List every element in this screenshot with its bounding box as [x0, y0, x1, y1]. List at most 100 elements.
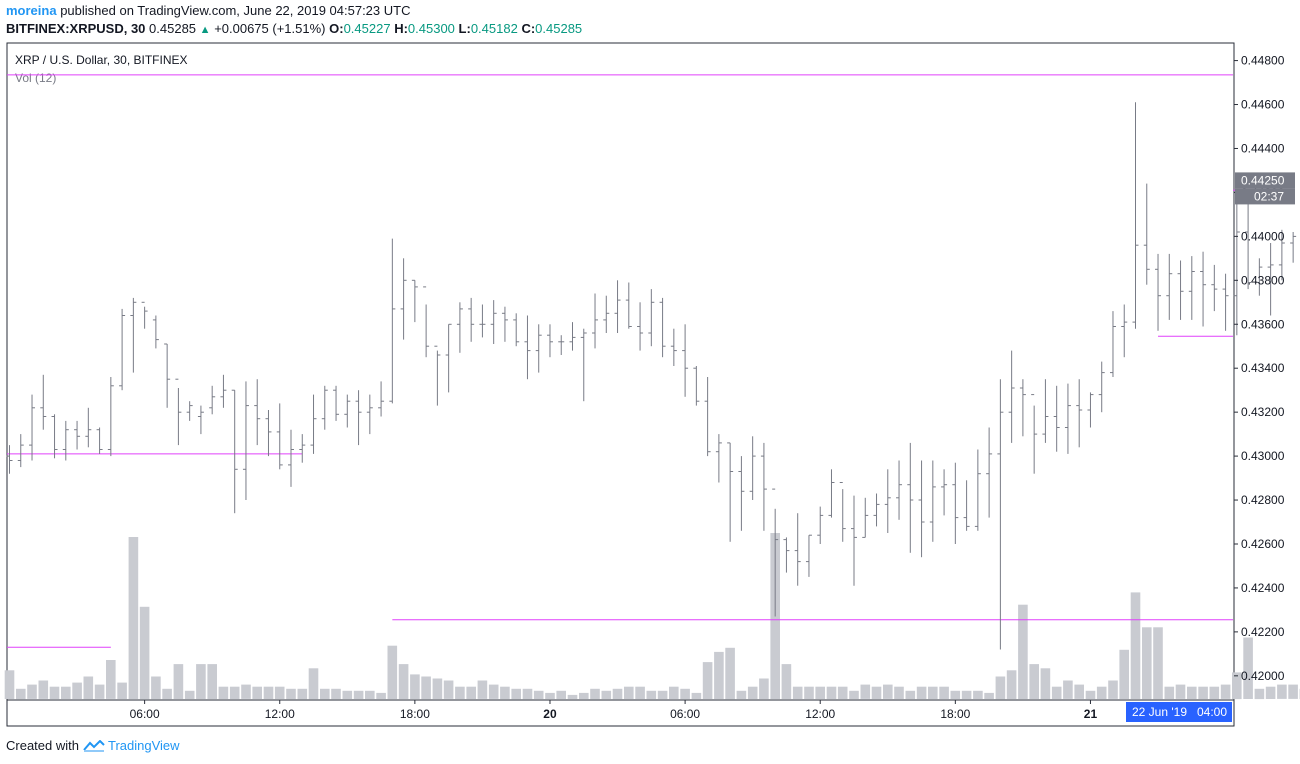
volume-bar	[1142, 627, 1152, 700]
axis-tags: 0.44250 02:37 22 Jun '19 04:00	[1126, 172, 1295, 722]
volume-bar	[837, 686, 848, 699]
ohlc-bar	[648, 289, 655, 347]
volume-bar	[601, 690, 612, 699]
ohlc-bar	[1155, 253, 1162, 331]
ohlc-bar	[637, 302, 644, 351]
ohlc-bar	[524, 315, 531, 380]
volume-bar	[320, 688, 330, 700]
ohlc-bar	[884, 469, 891, 533]
volume-bar	[72, 682, 82, 699]
volume-bar	[38, 680, 49, 699]
ohlc-bar	[1087, 392, 1094, 428]
volume-bar	[533, 690, 544, 699]
volume-bar	[961, 690, 972, 699]
time-tick-label: 12:00	[805, 707, 835, 721]
volume-bar	[1040, 668, 1051, 700]
ohlc-bar	[546, 324, 553, 358]
ohlc-bar	[535, 324, 542, 373]
volume-bar	[1288, 684, 1298, 699]
volume-bar	[545, 692, 555, 699]
volume-bar	[1232, 672, 1242, 700]
volume-bar	[477, 680, 488, 699]
volume-bar	[781, 664, 792, 699]
ohlc-bar	[186, 401, 193, 421]
volume-bar	[16, 688, 26, 700]
volume-bar	[1164, 686, 1175, 699]
volume-bar	[702, 662, 713, 699]
ohlc-bar	[682, 324, 689, 397]
ohlc-bar	[29, 394, 36, 461]
price-chart[interactable]: XRP / U.S. Dollar, 30, BITFINEX Vol (12)…	[0, 0, 1300, 730]
volume-bar	[736, 690, 747, 699]
volume-bar	[365, 690, 375, 699]
author-name[interactable]: moreina	[6, 3, 57, 18]
ohlc-bar	[738, 456, 745, 531]
up-arrow-icon: ▲	[199, 24, 211, 36]
price-tick-label: 0.44000	[1241, 229, 1285, 243]
last-price: 0.45285	[149, 21, 197, 36]
volume-bar	[455, 686, 465, 699]
ohlc-bar	[468, 297, 475, 342]
volume-bar	[376, 692, 386, 699]
ohlc-bar	[1256, 258, 1263, 296]
volume-bar	[1063, 680, 1073, 699]
volume-bar	[792, 686, 803, 699]
ohlc-bar	[907, 442, 914, 553]
price-tick-label: 0.44800	[1241, 54, 1285, 68]
volume-bar	[207, 664, 217, 699]
volume-bar	[646, 690, 657, 699]
ohlc-bar	[456, 302, 463, 353]
volume-bar	[1153, 627, 1163, 700]
ohlc-bar	[794, 513, 801, 586]
price-axis[interactable]: 0.448000.446000.444000.442000.440000.438…	[1234, 54, 1285, 683]
ohlc-bar	[693, 366, 700, 406]
volume-bar	[860, 684, 871, 699]
tradingview-logo[interactable]: TradingView	[83, 738, 180, 753]
ohlc-bar	[355, 390, 362, 446]
ohlc-bar	[378, 381, 385, 417]
ohlc-bar	[74, 420, 81, 450]
volume-bar	[928, 686, 938, 699]
ohlc-bar	[1019, 379, 1026, 437]
ohlc-bar	[445, 323, 452, 393]
ohlc-bar	[254, 379, 261, 446]
ohlc-bar	[659, 297, 666, 358]
volume-bar	[1254, 688, 1265, 700]
symbol-label: BITFINEX:XRPUSD, 30	[6, 21, 146, 36]
volume-bar	[308, 668, 319, 700]
volume-bar	[1198, 686, 1208, 699]
ohlc-bar	[17, 434, 24, 468]
volume-bar	[612, 688, 623, 700]
price-tick-label: 0.43800	[1241, 273, 1285, 287]
ohlc-bar	[62, 420, 69, 461]
volume-bar	[128, 537, 139, 699]
volume-bar	[973, 690, 983, 699]
plot-frame	[6, 42, 1235, 727]
ohlc-bar	[1200, 251, 1207, 327]
time-tick-label: 12:00	[265, 707, 295, 721]
ohlc-bar	[1211, 264, 1218, 312]
volume-bar	[139, 606, 150, 700]
volume-bar	[1108, 680, 1118, 699]
ohlc-bar	[1267, 243, 1274, 316]
ohlc-bar	[828, 469, 835, 518]
volume-bar	[995, 676, 1006, 700]
ohlc-bar	[242, 381, 249, 500]
price-change: +0.00675 (+1.51%)	[214, 21, 326, 36]
volume-bar	[1209, 686, 1220, 699]
volume-bar	[331, 688, 341, 700]
high-label: H:	[394, 21, 408, 36]
chart-title: XRP / U.S. Dollar, 30, BITFINEX	[15, 53, 188, 67]
price-tick-label: 0.43400	[1241, 361, 1285, 375]
ohlc-bar	[929, 460, 936, 542]
volume-bar	[939, 686, 949, 699]
price-tick-label: 0.44600	[1241, 98, 1285, 112]
ohlc-bar	[772, 488, 779, 617]
ohlc-bar	[918, 460, 925, 558]
ohlc-bar	[1121, 304, 1128, 358]
time-axis[interactable]: 06:00 12:00 18:00 20 06:00 12:00 18:00 21	[130, 700, 1098, 721]
ohlc-bar	[727, 442, 734, 542]
volume-bar	[624, 686, 634, 699]
volume-bar	[1085, 690, 1096, 699]
ohlc-bar	[40, 374, 47, 430]
